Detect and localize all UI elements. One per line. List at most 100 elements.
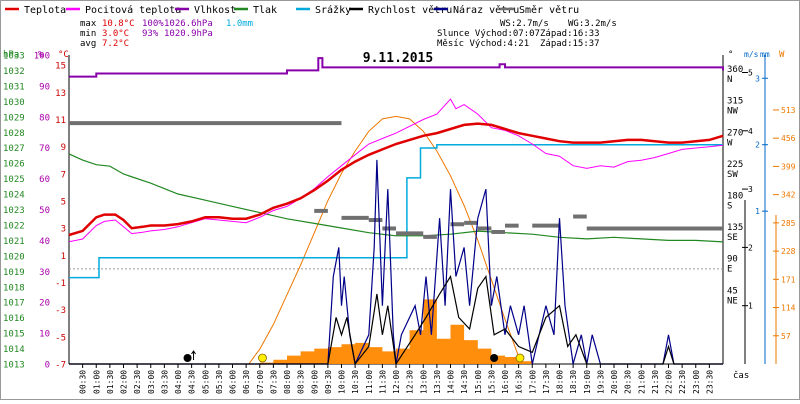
temperature-tick-label: 9 [61,143,66,153]
pressure-tick-label: 1025 [3,175,25,185]
x-tick-label: 00:30 [79,370,88,394]
direction-tick-compass: NW [727,107,738,117]
precip-tick-label: 1 [755,207,760,216]
direction-tick-label: 180 [727,191,743,201]
sun-set-info: Západ:16:33 [540,29,600,39]
pressure-tick-label: 1014 [3,345,25,355]
series-srazky [69,143,723,279]
moon-set-info: Západ:15:37 [540,39,600,49]
x-tick-label: 16:30 [515,370,524,394]
x-tick-label: 14:30 [460,370,469,394]
x-tick-label: 09:30 [324,370,333,394]
temperature-tick-label: 7 [61,170,66,180]
direction-tick-compass: NE [727,296,738,306]
series-naraz [69,159,723,366]
x-tick-label: 17:30 [542,370,551,394]
humidity-tick-label: 90 [39,82,50,92]
x-tick-label: 21:30 [651,370,660,394]
x-tick-label: 09:00 [310,370,319,394]
x-tick-label: 10:30 [351,370,360,394]
solar-tick-label: 456 [781,134,796,143]
stat-max-temp: 10.8°C [102,19,135,29]
x-tick-label: 23:30 [705,370,714,394]
precip-tick-label: 3 [755,74,760,83]
series-rychlost [69,274,723,366]
legend-label-naraz: Náraz větru [453,4,519,16]
x-tick-label: 11:00 [365,370,374,394]
moonset-marker [490,354,499,362]
legend-label-vlhkost: Vlhkost [194,5,236,16]
pressure-tick-label: 1030 [3,98,25,108]
direction-tick-label: 45 [727,286,738,296]
x-tick-label: 23:00 [692,370,701,394]
wind-tick-label: 3 [748,185,753,194]
humidity-tick-label: 100 [34,52,50,62]
series-vlhkost [69,57,724,78]
temperature-tick-label: 5 [61,198,66,208]
stat-min-hum: 93% [142,29,159,39]
stat-max-rain: 1.0mm [226,19,253,29]
temperature-tick-label: 3 [61,225,66,235]
stat-min-temp: 3.0°C [102,29,129,39]
axis-header-degree: ° [728,50,733,60]
direction-tick-label: 270 [727,128,743,138]
x-tick-label: 01:30 [106,370,115,394]
x-tick-label: 05:00 [201,370,210,394]
solar-tick-label: 57 [781,332,791,341]
pressure-tick-label: 1020 [3,252,25,262]
x-tick-label: 03:30 [160,370,169,394]
stat-max-label: max [80,19,97,29]
x-tick-label: 19:00 [583,370,592,394]
x-tick-label: 14:00 [447,370,456,394]
x-tick-label: 20:00 [610,370,619,394]
x-tick-label: 17:00 [528,370,537,394]
stat-max-hum: 100% [142,19,164,29]
direction-tick-label: 225 [727,160,743,170]
direction-tick-compass: E [727,265,732,275]
humidity-tick-label: 50 [39,206,50,216]
x-tick-label: 06:00 [229,370,238,394]
temperature-tick-label: -7 [55,361,66,371]
temperature-tick-label: 13 [55,89,66,99]
x-tick-label: 06:30 [242,370,251,394]
x-tick-label: 02:00 [120,370,129,394]
stat-avg-temp: 7.2°C [102,39,129,49]
solar-tick-label: 114 [781,304,796,313]
wind-gust-info: WG:3.2m/s [568,19,617,29]
x-tick-label: 18:00 [556,370,565,394]
series-tlak [68,153,724,243]
x-tick-label: 18:30 [569,370,578,394]
x-tick-label: 13:00 [419,370,428,394]
stat-max-press: 1026.6hPa [164,19,213,29]
direction-tick-compass: S [727,201,732,211]
direction-tick-label: 90 [727,255,738,265]
x-tick-label: 20:30 [624,370,633,394]
x-tick-label: 07:30 [269,370,278,394]
x-tick-label: 04:30 [188,370,197,394]
temperature-tick-label: 11 [55,116,66,126]
solar-tick-label: 399 [781,162,796,171]
stat-avg-label: avg [80,39,96,49]
legend-label-teplota: Teplota [24,5,66,16]
x-tick-label: 07:00 [256,370,265,394]
axis-header-watt: W [779,50,785,60]
pressure-tick-label: 1017 [3,299,25,309]
x-tick-label: 22:00 [665,370,674,394]
direction-tick-label: 135 [727,223,743,233]
pressure-tick-label: 1033 [3,52,25,62]
direction-tick-compass: W [727,138,733,148]
pressure-tick-label: 1018 [3,283,25,293]
x-tick-label: 05:30 [215,370,224,394]
direction-tick-compass: SW [727,170,738,180]
wind-tick-label: 5 [748,68,753,77]
x-tick-label: 08:00 [283,370,292,394]
temperature-tick-label: -3 [55,306,66,316]
solar-curve [248,115,525,365]
axis-header-percent: % [38,50,44,60]
solar-tick-label: 171 [781,275,796,284]
humidity-tick-label: 40 [39,237,50,247]
stat-min-press: 1020.9hPa [164,29,213,39]
x-tick-label: 08:30 [297,370,306,394]
pressure-tick-label: 1028 [3,129,25,139]
